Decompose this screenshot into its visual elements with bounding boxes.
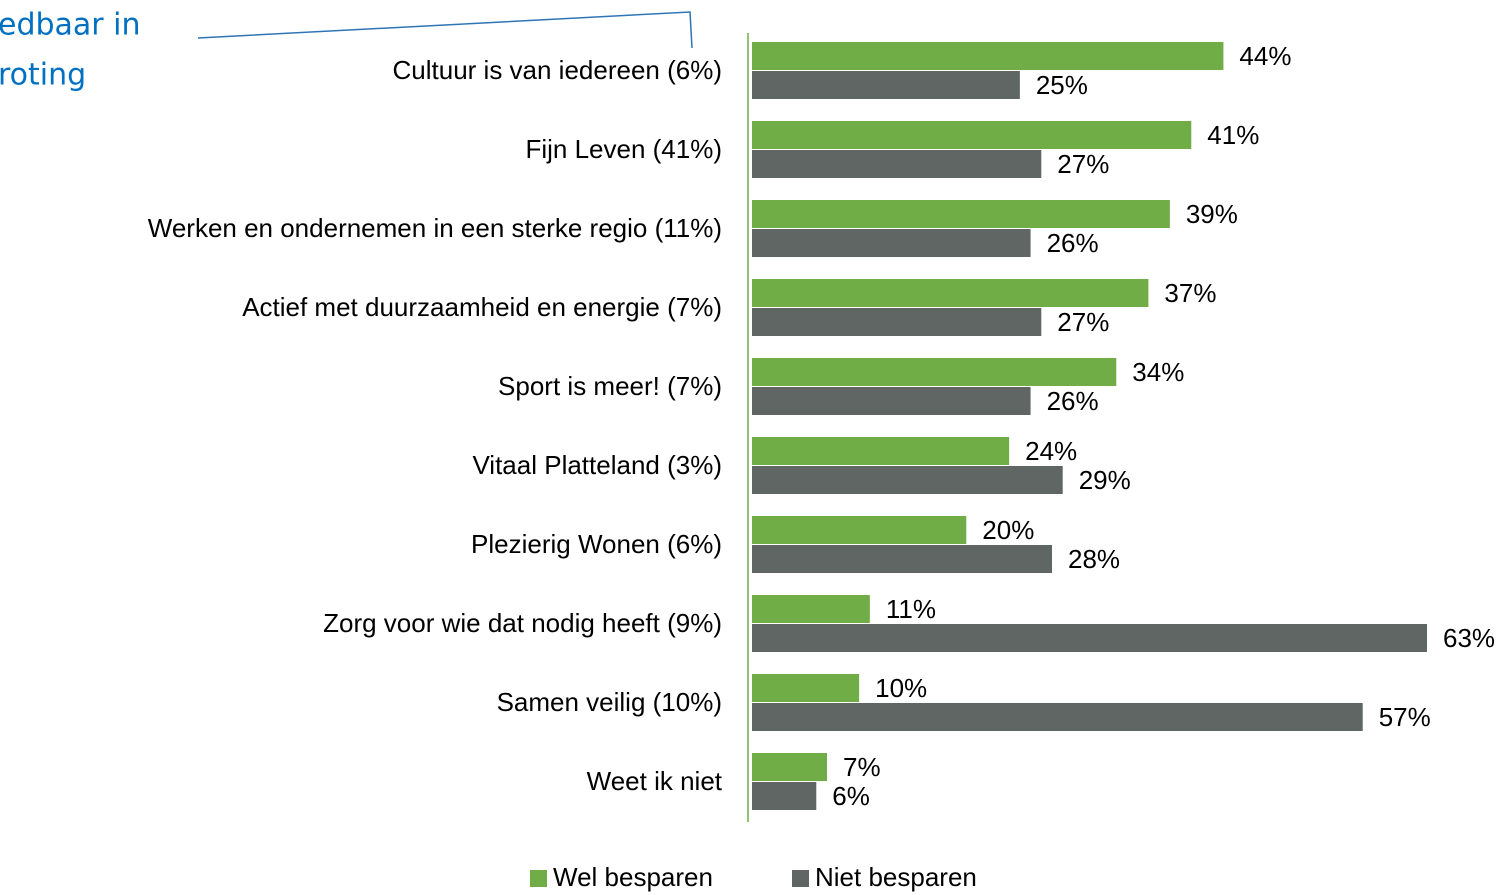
value-label: 37%: [1164, 278, 1216, 308]
value-label: 25%: [1036, 70, 1088, 100]
category-label: Weet ik niet: [587, 766, 723, 796]
value-label: 27%: [1057, 307, 1109, 337]
value-label: 28%: [1068, 544, 1120, 574]
legend-swatch: [792, 870, 809, 887]
annotation: roting: [0, 58, 86, 93]
bar: [752, 437, 1010, 465]
bar: [752, 358, 1117, 386]
category-label: Actief met duurzaamheid en energie (7%): [242, 292, 722, 322]
bar: [752, 279, 1149, 307]
bar: [752, 595, 870, 623]
value-label: 6%: [832, 781, 870, 811]
annotation-line: [197, 11, 693, 49]
bar: [752, 545, 1052, 573]
value-label: 11%: [886, 594, 936, 624]
bar: [752, 121, 1192, 149]
category-label: Werken en ondernemen in een sterke regio…: [148, 213, 722, 243]
value-label: 27%: [1057, 149, 1109, 179]
value-label: 41%: [1207, 120, 1259, 150]
bar: [752, 516, 967, 544]
bar: [752, 466, 1063, 494]
bar: [752, 703, 1363, 731]
bar: [752, 200, 1170, 228]
bar: [752, 42, 1224, 70]
category-label: Fijn Leven (41%): [525, 134, 722, 164]
bar: [752, 229, 1031, 257]
value-label: 39%: [1186, 199, 1238, 229]
category-label: Zorg voor wie dat nodig heeft (9%): [323, 608, 722, 638]
category-label: Vitaal Platteland (3%): [472, 450, 722, 480]
category-label: Samen veilig (10%): [497, 687, 722, 717]
value-label: 63%: [1443, 623, 1495, 653]
annotation: edbaar in: [0, 8, 141, 43]
value-label: 57%: [1379, 702, 1431, 732]
value-label: 26%: [1047, 228, 1099, 258]
value-label: 29%: [1079, 465, 1131, 495]
value-label: 34%: [1132, 357, 1184, 387]
value-label: 20%: [982, 515, 1034, 545]
bar: [752, 674, 860, 702]
category-label: Sport is meer! (7%): [498, 371, 722, 401]
legend-swatch: [530, 870, 547, 887]
value-label: 26%: [1047, 386, 1099, 416]
value-label: 24%: [1025, 436, 1077, 466]
legend-label: Wel besparen: [553, 862, 713, 892]
bar: [752, 71, 1020, 99]
bar: [752, 150, 1042, 178]
bar: [752, 782, 817, 810]
value-label: 44%: [1239, 41, 1291, 71]
value-label: 7%: [843, 752, 881, 782]
bar: [752, 308, 1042, 336]
bar: [752, 753, 827, 781]
legend-label: Niet besparen: [815, 862, 977, 892]
value-label: 10%: [875, 673, 927, 703]
bar: [752, 624, 1427, 652]
category-label: Plezierig Wonen (6%): [471, 529, 722, 559]
bar: [752, 387, 1031, 415]
category-label: Cultuur is van iedereen (6%): [393, 55, 723, 85]
